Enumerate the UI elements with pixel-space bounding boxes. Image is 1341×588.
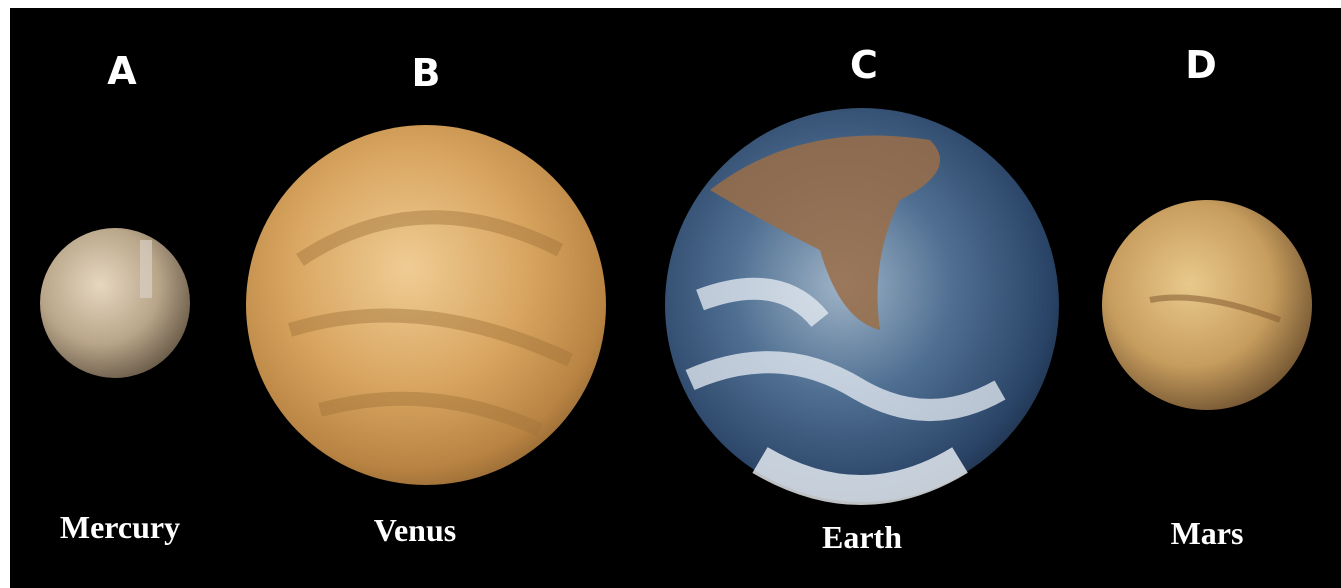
mars-valley [1149,294,1282,323]
earth-clouds [685,277,1006,421]
earth-ice [752,446,968,505]
planet-name: Mars [1171,515,1244,551]
planet-letter: A [107,49,137,93]
venus-image [246,125,606,485]
planet-letter: D [1185,43,1217,87]
planet-name: Earth [822,519,902,555]
planet-letter: B [412,51,441,95]
planet-letter: C [850,43,878,87]
venus-clouds [287,210,573,437]
mars-image [1102,200,1312,410]
mercury-highlight [140,240,152,298]
planet-name: Mercury [60,509,180,545]
mercury-image [40,228,190,378]
planet-name: Venus [374,512,456,548]
earth-continents [710,135,940,330]
